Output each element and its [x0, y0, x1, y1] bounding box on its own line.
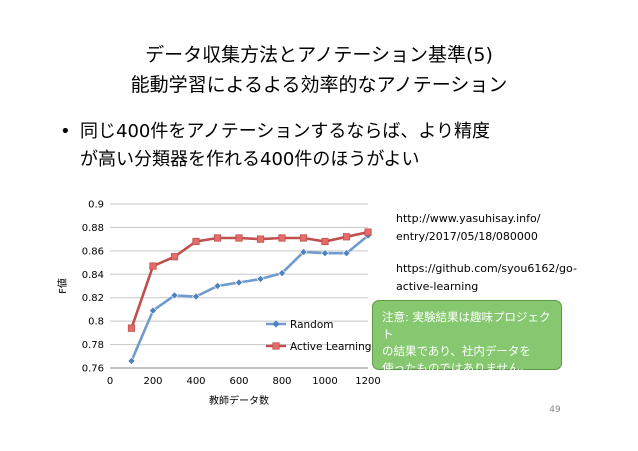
- page-number: 49: [549, 405, 561, 415]
- github-link-line1: https://github.com/syou6162/go-: [396, 262, 577, 275]
- random-legend-label: Random: [290, 319, 333, 331]
- disclaimer-line2: の結果であり、社内データを: [382, 344, 531, 358]
- reference-links: http://www.yasuhisay.info/ entry/2017/05…: [396, 210, 616, 296]
- active-learning-data-point: [321, 237, 329, 246]
- active-learning-data-point: [235, 234, 243, 242]
- active-learning-legend-marker: [272, 342, 280, 350]
- random-data-point: [191, 292, 201, 301]
- random-data-point: [127, 356, 136, 365]
- random-data-point: [277, 269, 287, 278]
- active-learning-data-point: [192, 237, 200, 246]
- active-learning-data-point: [170, 253, 179, 261]
- x-tick-label: 1000: [312, 376, 337, 387]
- random-data-point: [342, 249, 351, 258]
- slide-title: データ収集方法とアノテーション基準(5) 能動学習によるよる効率的なアノテーショ…: [0, 40, 638, 100]
- y-tick-label: 0.84: [82, 270, 104, 281]
- active-learning-data-point: [256, 235, 265, 243]
- random-data-point: [170, 291, 179, 300]
- x-tick-label: 400: [186, 376, 205, 387]
- y-tick-label: 0.8: [88, 317, 104, 328]
- x-tick-label: 0: [107, 376, 113, 387]
- active-learning-data-point: [149, 262, 157, 270]
- x-axis-title: 教師データ数: [209, 394, 269, 407]
- blog-link[interactable]: http://www.yasuhisay.info/ entry/2017/05…: [396, 210, 616, 246]
- y-tick-label: 0.76: [82, 364, 104, 375]
- active-learning-data-point: [299, 234, 308, 242]
- x-tick-label: 600: [229, 376, 248, 387]
- y-tick-label: 0.9: [88, 200, 104, 211]
- y-tick-label: 0.88: [82, 223, 104, 234]
- y-tick-label: 0.86: [82, 246, 104, 257]
- random-data-point: [148, 306, 158, 315]
- active-learning-data-point: [278, 234, 286, 242]
- random-legend-marker: [272, 320, 280, 328]
- f-score-line-chart: 0.76 0.78 0.8 0.82 0.84 0.86 0.88 0.9 0 200 400 600…: [56, 200, 380, 408]
- x-tick-label: 200: [143, 376, 162, 387]
- bullet-dot-icon: •: [60, 121, 71, 142]
- active-learning-data-point: [364, 228, 372, 236]
- random-data-point: [213, 281, 222, 291]
- active-learning-legend-label: Active Learning: [290, 341, 371, 353]
- disclaimer-line3: 使ったものではありません。: [382, 361, 532, 375]
- x-tick-label: 800: [272, 376, 291, 387]
- slide-title-line1: データ収集方法とアノテーション基準(5): [145, 44, 493, 66]
- blog-link-line1: http://www.yasuhisay.info/: [396, 212, 541, 225]
- disclaimer-line1: 注意: 実験結果は趣味プロジェクト: [382, 310, 551, 341]
- active-learning-data-point: [127, 324, 136, 332]
- y-axis-title: F値: [56, 278, 69, 294]
- github-link-line2: active-learning: [396, 280, 479, 293]
- active-learning-data-point: [213, 234, 222, 242]
- random-data-point: [299, 248, 308, 257]
- random-data-point: [234, 278, 244, 287]
- disclaimer-callout: 注意: 実験結果は趣味プロジェクト の結果であり、社内データを 使ったものではあ…: [372, 300, 562, 375]
- github-link[interactable]: https://github.com/syou6162/go- active-l…: [396, 260, 616, 296]
- active-learning-data-point: [342, 233, 351, 241]
- bullet-line1: 同じ400件をアノテーションするならば、より精度: [80, 121, 491, 142]
- slide-title-line2: 能動学習によるよる効率的なアノテーション: [130, 74, 508, 96]
- blog-link-line2: entry/2017/05/18/080000: [396, 230, 538, 243]
- x-tick-label: 1200: [355, 376, 380, 387]
- random-data-point: [256, 274, 265, 283]
- bullet-text: 同じ400件をアノテーションするならば、より精度 が高い分類器を作れる400件の…: [80, 118, 620, 174]
- y-tick-label: 0.82: [82, 293, 104, 304]
- bullet-line2: が高い分類器を作れる400件のほうがよい: [80, 149, 420, 170]
- random-data-point: [320, 249, 330, 258]
- y-tick-label: 0.78: [82, 340, 104, 351]
